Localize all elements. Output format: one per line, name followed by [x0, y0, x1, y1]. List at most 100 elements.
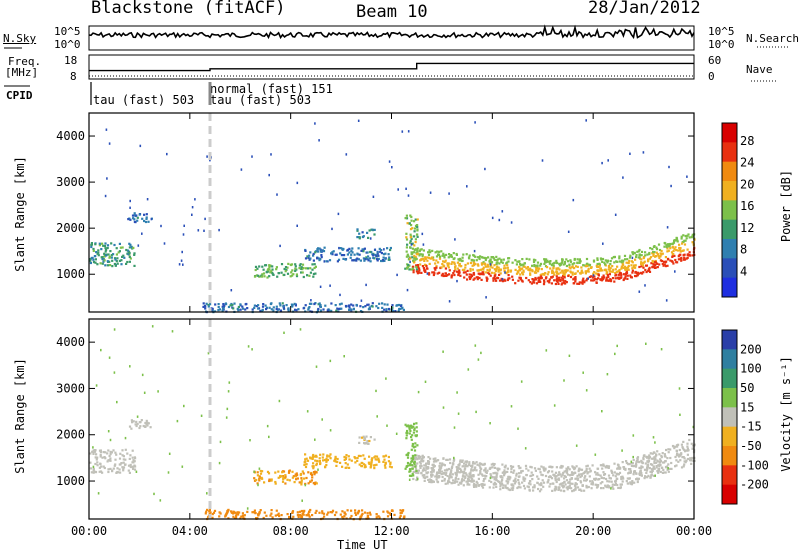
scatter-cell	[416, 226, 419, 229]
scatter-cell	[613, 280, 616, 283]
scatter-cell	[565, 479, 569, 482]
scatter-cell	[590, 487, 593, 490]
power-colorbar-swatch	[722, 258, 737, 279]
scatter-cell	[607, 474, 611, 477]
scatter-cell	[376, 259, 379, 262]
scatter-cell	[574, 488, 577, 491]
scatter-cell	[268, 266, 271, 269]
velocity-colorbar-frame	[721, 329, 738, 505]
scatter-cell	[101, 471, 104, 474]
scatter-cell	[642, 458, 645, 461]
scatter-cell	[106, 460, 109, 463]
scatter-cell	[495, 255, 498, 258]
scatter-cell	[459, 259, 462, 262]
scatter-cell	[635, 275, 638, 278]
scatter-cell	[349, 516, 352, 520]
scatter-cell	[315, 462, 318, 465]
scatter-noise	[668, 165, 670, 169]
scatter-cell	[461, 256, 464, 259]
scatter-cell	[506, 477, 509, 481]
scatter-noise	[582, 371, 584, 374]
scatter-cell	[443, 256, 446, 259]
scatter-cell	[512, 471, 515, 474]
scatter-cell	[582, 472, 585, 475]
scatter-cell	[347, 248, 350, 251]
scatter-noise	[396, 273, 398, 277]
scatter-noise	[376, 415, 378, 418]
scatter-cell	[493, 258, 496, 261]
scatter-cell	[500, 476, 503, 479]
scatter-cell	[654, 455, 657, 458]
scatter-cell	[412, 431, 415, 434]
scatter-cell	[634, 274, 637, 278]
scatter-cell	[301, 268, 304, 271]
scatter-cell	[318, 511, 321, 514]
scatter-cell	[253, 275, 257, 278]
scatter-cell	[331, 253, 334, 256]
scatter-cell	[551, 482, 554, 485]
scatter-cell	[455, 252, 458, 256]
scatter-cell	[425, 267, 428, 270]
scatter-cell	[631, 271, 634, 274]
scatter-cell	[125, 262, 128, 265]
scatter-cell	[620, 477, 623, 481]
scatter-cell	[118, 457, 122, 460]
scatter-cell	[98, 466, 101, 469]
scatter-cell	[217, 303, 220, 306]
scatter-noise	[365, 283, 367, 287]
scatter-cell	[96, 252, 99, 255]
scatter-cell	[307, 471, 310, 474]
velocity-colorbar-swatch	[722, 368, 737, 389]
scatter-cell	[131, 456, 134, 459]
scatter-cell	[601, 276, 604, 279]
scatter-cell	[384, 257, 387, 260]
scatter-cell	[433, 459, 436, 462]
scatter-cell	[524, 464, 528, 467]
scatter-cell	[111, 259, 114, 262]
scatter-cell	[306, 255, 309, 258]
scatter-cell	[578, 259, 581, 262]
scatter-cell	[549, 267, 552, 270]
scatter-cell	[589, 480, 592, 483]
scatter-cell	[656, 450, 659, 453]
scatter-cell	[258, 511, 261, 514]
scatter-cell	[444, 259, 447, 262]
scatter-noise	[139, 144, 142, 148]
scatter-cell	[365, 256, 368, 259]
scatter-cell	[630, 276, 633, 279]
scatter-cell	[624, 258, 627, 261]
scatter-cell	[377, 457, 380, 460]
scatter-cell	[462, 465, 465, 468]
scatter-cell	[388, 256, 391, 259]
scatter-cell	[432, 480, 435, 483]
scatter-cell	[89, 259, 92, 262]
scatter-cell	[478, 257, 481, 261]
scatter-cell	[575, 465, 578, 468]
scatter-cell	[522, 269, 525, 272]
scatter-cell	[440, 473, 443, 476]
scatter-cell	[505, 480, 508, 483]
scatter-cell	[503, 474, 506, 477]
scatter-cell	[423, 259, 426, 262]
scatter-cell	[90, 242, 93, 245]
scatter-noise	[218, 461, 221, 465]
scatter-cell	[107, 449, 110, 452]
scatter-cell	[377, 515, 380, 518]
scatter-cell	[406, 429, 409, 433]
scatter-cell	[614, 274, 617, 277]
scatter-cell	[512, 479, 515, 483]
scatter-cell	[529, 281, 532, 284]
scatter-cell	[100, 465, 103, 468]
scatter-cell	[602, 276, 605, 279]
scatter-cell	[622, 273, 625, 276]
scatter-cell	[573, 282, 576, 285]
power-panel-ytick-label: 1000	[56, 267, 85, 281]
scatter-cell	[444, 272, 447, 275]
xtick-label: 20:00	[575, 524, 611, 538]
scatter-cell	[438, 257, 442, 260]
scatter-cell	[108, 260, 111, 263]
scatter-cell	[466, 482, 469, 485]
scatter-noise	[180, 259, 183, 262]
scatter-cell	[678, 453, 681, 456]
scatter-noise	[524, 447, 527, 450]
